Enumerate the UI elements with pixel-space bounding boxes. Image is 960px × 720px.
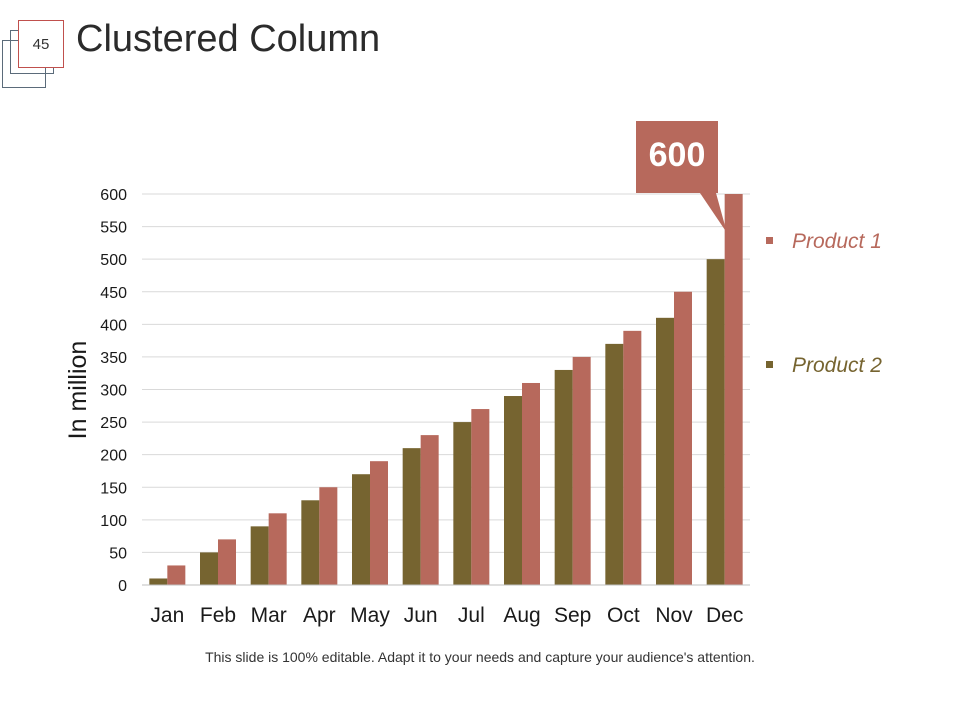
bar-product-2-jun bbox=[402, 448, 421, 585]
bar-product-1-mar bbox=[268, 513, 287, 585]
x-tick-label: Aug bbox=[503, 604, 540, 627]
legend-swatch bbox=[766, 237, 773, 244]
y-tick-label: 250 bbox=[100, 415, 127, 432]
bar-product-1-sep bbox=[572, 356, 591, 585]
bar-product-2-mar bbox=[250, 526, 269, 585]
y-tick-label: 200 bbox=[100, 448, 127, 465]
slide-title: Clustered Column bbox=[76, 18, 381, 60]
page-number: 45 bbox=[18, 20, 64, 68]
y-tick-label: 550 bbox=[100, 220, 127, 237]
bar-product-1-apr bbox=[319, 487, 338, 585]
x-tick-label: Mar bbox=[251, 604, 287, 627]
x-tick-label: Apr bbox=[303, 604, 336, 627]
x-tick-label: Dec bbox=[706, 604, 743, 627]
bar-product-2-dec bbox=[706, 259, 725, 585]
y-tick-label: 600 bbox=[100, 187, 127, 204]
bar-product-2-apr bbox=[301, 500, 320, 585]
bar-product-2-sep bbox=[554, 369, 573, 585]
y-tick-label: 500 bbox=[100, 252, 127, 269]
bar-product-1-nov bbox=[674, 291, 692, 585]
x-tick-label: May bbox=[350, 604, 390, 627]
y-tick-label: 0 bbox=[118, 578, 127, 595]
y-tick-label: 50 bbox=[109, 545, 127, 562]
y-tick-label: 400 bbox=[100, 317, 127, 334]
x-tick-label: Jun bbox=[404, 604, 438, 627]
bar-product-1-dec bbox=[724, 194, 743, 585]
bar-product-2-may bbox=[352, 474, 370, 585]
y-tick-label: 100 bbox=[100, 513, 127, 530]
bar-product-1-jan bbox=[167, 565, 186, 585]
x-tick-label: Nov bbox=[655, 604, 693, 627]
x-axis-ticks: Jan Feb Mar Apr May Jun Jul Aug Sep Oct Nov Dec bbox=[142, 584, 750, 627]
y-tick-label: 450 bbox=[100, 285, 127, 302]
y-tick-label: 350 bbox=[100, 350, 127, 367]
callout-value: 600 bbox=[649, 136, 706, 174]
legend-label-product-1: Product 1 bbox=[792, 230, 882, 253]
y-tick-label: 300 bbox=[100, 383, 127, 400]
footer-note: This slide is 100% editable. Adapt it to… bbox=[205, 649, 755, 665]
bar-product-1-feb bbox=[218, 539, 236, 585]
bar-product-1-aug bbox=[522, 382, 540, 585]
x-tick-label: Sep bbox=[554, 604, 591, 627]
bar-product-2-aug bbox=[504, 396, 522, 585]
bar-product-1-oct bbox=[623, 330, 642, 585]
legend-swatch bbox=[766, 361, 773, 368]
legend-label-product-2: Product 2 bbox=[792, 354, 882, 377]
bar-product-1-jul bbox=[471, 409, 490, 585]
bar-product-2-feb bbox=[200, 552, 218, 585]
y-axis-ticks: 0 50 100 150 200 250 300 350 400 450 500 550 600 bbox=[100, 187, 127, 595]
bar-product-2-nov bbox=[656, 317, 674, 585]
bar-product-1-jun bbox=[420, 435, 439, 585]
x-tick-label: Jan bbox=[150, 604, 184, 627]
callout-600: 600 bbox=[636, 121, 727, 233]
x-tick-label: Oct bbox=[607, 604, 640, 627]
bar-product-2-jul bbox=[453, 422, 472, 585]
bar-product-2-jan bbox=[149, 578, 168, 585]
bars bbox=[149, 194, 743, 585]
legend: Product 1 Product 2 bbox=[766, 230, 882, 377]
y-axis-title: In million bbox=[64, 341, 92, 440]
bar-product-1-may bbox=[370, 461, 388, 585]
callout-bubble bbox=[636, 121, 727, 233]
x-tick-label: Feb bbox=[200, 604, 236, 627]
y-tick-label: 150 bbox=[100, 480, 127, 497]
x-tick-label: Jul bbox=[458, 604, 485, 627]
bar-product-2-oct bbox=[605, 343, 624, 585]
